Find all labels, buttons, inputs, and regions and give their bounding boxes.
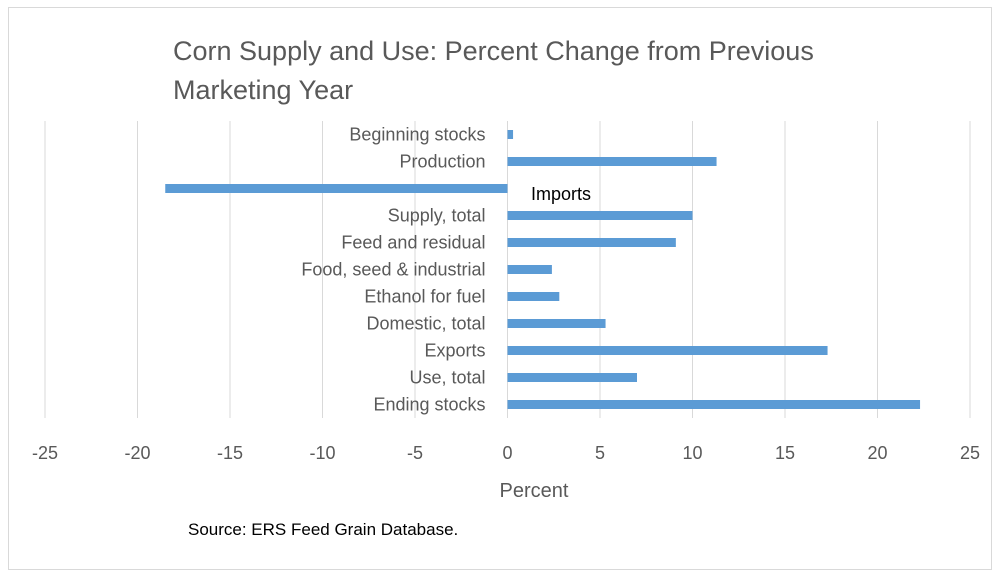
x-tick-label: -5: [407, 443, 423, 463]
x-tick-label: -15: [217, 443, 243, 463]
category-label: Supply, total: [388, 206, 486, 226]
category-label: Domestic, total: [366, 314, 485, 334]
category-label: Production: [399, 152, 485, 172]
category-label: Use, total: [409, 368, 485, 388]
bar: [507, 346, 828, 355]
bars: [165, 130, 921, 409]
x-tick-label: -25: [32, 443, 58, 463]
imports-annotation: Imports: [531, 184, 591, 204]
x-tick-labels: -25 -20 -15 -10 -5 0 5 10 15 20 25: [32, 443, 980, 463]
chart-title-line-2: Marketing Year: [173, 75, 353, 105]
x-axis-label: Percent: [500, 480, 569, 502]
x-tick-label: 0: [502, 443, 512, 463]
chart-title-line-1: Corn Supply and Use: Percent Change from…: [173, 36, 814, 66]
bar: [507, 211, 693, 220]
bar: [507, 238, 676, 247]
bar: [507, 400, 921, 409]
category-label: Feed and residual: [341, 233, 485, 253]
category-label: Ethanol for fuel: [364, 287, 485, 307]
bar: [507, 373, 637, 382]
bar: [165, 184, 508, 193]
category-label: Beginning stocks: [349, 125, 485, 145]
bar: [507, 319, 606, 328]
x-tick-label: 10: [682, 443, 702, 463]
bar: [507, 265, 552, 274]
x-tick-label: 5: [595, 443, 605, 463]
source-note: Source: ERS Feed Grain Database.: [188, 520, 458, 539]
x-tick-label: -20: [124, 443, 150, 463]
bar: [507, 292, 560, 301]
category-label: Ending stocks: [373, 395, 485, 415]
bar: [507, 157, 717, 166]
category-label: Exports: [424, 341, 485, 361]
chart-frame: [8, 7, 992, 570]
x-tick-label: -10: [309, 443, 335, 463]
category-labels: Beginning stocks Production Supply, total F…: [301, 125, 485, 415]
grid-lines: [44, 121, 971, 418]
bar: [507, 130, 514, 139]
category-label: Food, seed & industrial: [301, 260, 485, 280]
x-tick-label: 20: [867, 443, 887, 463]
x-tick-label: 15: [775, 443, 795, 463]
x-tick-label: 25: [960, 443, 980, 463]
